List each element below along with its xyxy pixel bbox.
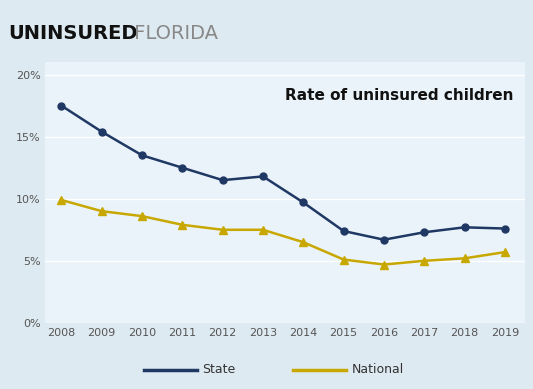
Text: FLORIDA: FLORIDA [128, 24, 218, 42]
Text: UNINSURED: UNINSURED [8, 24, 138, 42]
Text: National: National [352, 363, 404, 376]
Text: State: State [203, 363, 236, 376]
Text: Rate of uninsured children: Rate of uninsured children [285, 88, 514, 103]
